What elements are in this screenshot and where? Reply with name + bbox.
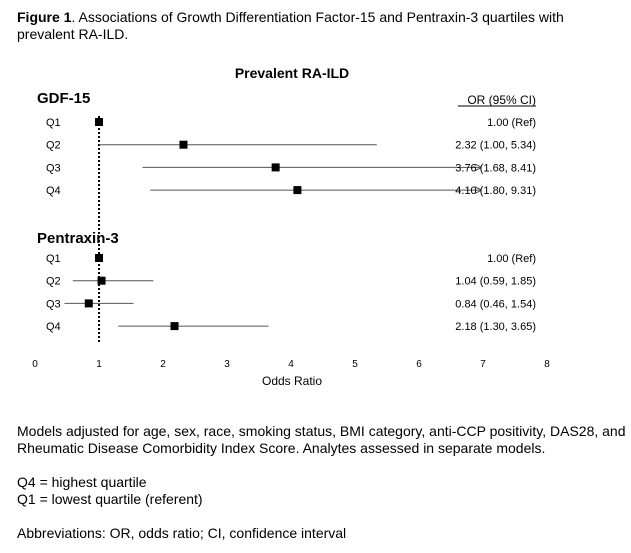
figure-caption: Figure 1. Associations of Growth Differe… [17,9,617,43]
row-label: Q4 [46,321,61,333]
point-estimate [271,163,280,172]
notes-quartiles: Q4 = highest quartile Q1 = lowest quarti… [17,474,627,508]
or-ci-text: 3.76 (1.68, 8.41) [455,162,536,174]
row-label: Q2 [46,140,61,152]
x-tick-label: 5 [352,359,358,370]
figure-label: Figure 1 [17,9,72,25]
or-ci-text: 1.00 (Ref) [487,117,536,129]
point-estimate [179,140,188,149]
notes-abbreviations: Abbreviations: OR, odds ratio; CI, confi… [17,525,347,541]
note-q1: Q1 = lowest quartile (referent) [17,491,203,507]
figure-caption-text: . Associations of Growth Differentiation… [17,9,564,42]
point-estimate [293,186,302,195]
x-tick-label: 6 [416,359,422,370]
or-ci-text: 1.04 (0.59, 1.85) [455,276,536,288]
x-tick-label: 4 [288,359,294,370]
or-ci-text: 2.32 (1.00, 5.34) [455,140,536,152]
point-estimate [84,299,93,308]
x-tick-label: 8 [544,359,550,370]
x-tick-label: 3 [224,359,230,370]
row-label: Q3 [46,298,61,310]
group-label: Pentraxin-3 [37,230,119,247]
x-tick-label: 2 [160,359,166,370]
forest-plot: Prevalent RA-ILD OR (95% CI) GDF-15 Q1 1.00 … [32,65,550,388]
group-label: GDF-15 [37,90,90,107]
notes-models: Models adjusted for age, sex, race, smok… [17,423,626,456]
x-tick-label: 7 [480,359,486,370]
point-estimate [95,118,103,126]
point-estimate [170,322,179,331]
or-ci-text: 2.18 (1.30, 3.65) [455,321,536,333]
point-estimate [97,276,106,285]
or-ci-text: 4.10 (1.80, 9.31) [455,185,536,197]
or-header: OR (95% CI) [467,93,536,107]
row-label: Q1 [46,117,61,129]
row-label: Q4 [46,185,61,197]
row-label: Q3 [46,162,61,174]
or-ci-text: 0.84 (0.46, 1.54) [455,298,536,310]
row-label: Q2 [46,276,61,288]
point-estimate [95,254,103,262]
x-tick-label: 1 [96,359,102,370]
note-q4: Q4 = highest quartile [17,474,147,490]
x-tick-label: 0 [32,359,38,370]
x-axis-label: Odds Ratio [262,374,322,388]
row-label: Q1 [46,253,61,265]
or-ci-text: 1.00 (Ref) [487,253,536,265]
chart-title: Prevalent RA-ILD [235,65,349,81]
